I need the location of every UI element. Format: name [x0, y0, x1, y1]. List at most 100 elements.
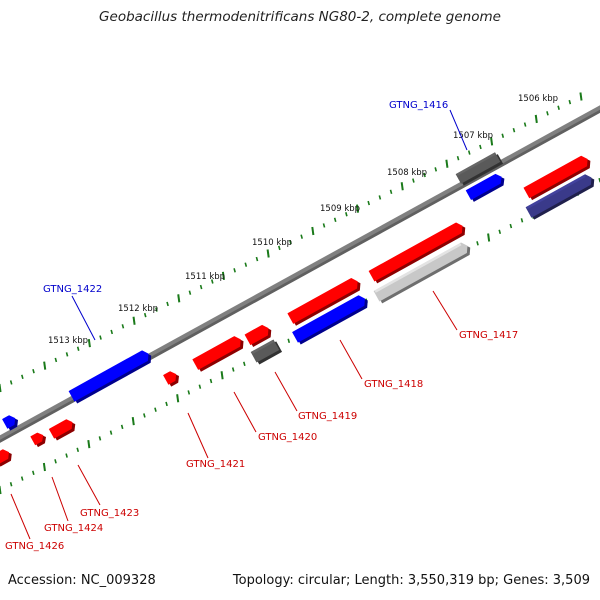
- ruler-tick-upper: [412, 178, 415, 183]
- gene-block-gtng-1422: [68, 350, 152, 404]
- gene-leader-line: [233, 391, 257, 433]
- ruler-tick-lower: [109, 430, 113, 435]
- ruler-tick-upper: [121, 324, 125, 329]
- ruler-tick-upper: [512, 127, 516, 133]
- ruler-tick-upper: [155, 307, 158, 312]
- ruler-tick-upper: [311, 226, 315, 236]
- ruler-tick-upper: [87, 339, 91, 348]
- map-title: Geobacillus thermodenitrificans NG80-2, …: [99, 9, 501, 25]
- accession-text: Accession: NC_009328: [8, 573, 156, 588]
- gene-block-gtng-1416: [465, 173, 505, 202]
- ruler-tick-upper: [400, 182, 404, 191]
- ruler-tick-upper: [546, 111, 549, 116]
- gene-label: GTNG_1426: [5, 541, 64, 552]
- gene-block-gtng-1426: [0, 449, 12, 467]
- gene-leader-line: [10, 493, 31, 540]
- ruler-tick-upper: [110, 329, 114, 335]
- ruler-tick-lower: [220, 371, 224, 380]
- ruler-tick-upper: [177, 294, 181, 303]
- gene-block-gtng-1419: [244, 324, 272, 347]
- ruler-tick-lower: [509, 223, 513, 229]
- ruler-tick-upper: [534, 114, 538, 124]
- ruler-tick-lower: [76, 447, 80, 453]
- gene-leader-line: [51, 476, 69, 522]
- ruler-tick-upper: [244, 262, 248, 267]
- ruler-tick-upper: [143, 312, 147, 318]
- ruler-tick-upper: [322, 223, 326, 228]
- ruler-tick-upper: [579, 92, 583, 101]
- ruler-tick-upper: [76, 346, 80, 351]
- ruler-tick-upper: [266, 249, 270, 258]
- ruler-tick-upper: [233, 268, 236, 273]
- ruler-tick-lower: [87, 439, 91, 449]
- ruler-label: 1513 kbp: [48, 336, 88, 346]
- ruler-tick-lower: [187, 390, 191, 395]
- gene-block-gtng-1424: [30, 432, 47, 448]
- gene-label: GTNG_1421: [186, 459, 245, 470]
- ruler-tick-upper: [9, 380, 13, 385]
- ruler-tick-lower: [198, 384, 202, 389]
- gene-leader-line: [274, 371, 298, 412]
- ruler-tick-upper: [423, 172, 426, 178]
- ruler-tick-lower: [287, 338, 291, 344]
- ruler-tick-upper: [221, 271, 225, 281]
- ruler-tick-lower: [487, 233, 491, 242]
- ruler-tick-upper: [568, 99, 572, 105]
- ruler-tick-lower: [32, 470, 35, 475]
- ruler-tick-upper: [99, 335, 102, 340]
- ruler-tick-upper: [289, 240, 292, 245]
- ruler-tick-lower: [154, 407, 157, 412]
- gene-block-gtng-1420: [192, 336, 244, 372]
- genome-summary-text: Topology: circular; Length: 3,550,319 bp…: [232, 573, 590, 588]
- ruler-tick-upper: [21, 374, 24, 379]
- gene-block-left-blue: [2, 415, 19, 431]
- gene-label: GTNG_1422: [43, 284, 102, 295]
- gene-block-upper-right: [523, 155, 591, 201]
- ruler-tick-lower: [243, 361, 246, 366]
- ruler-tick-upper: [356, 204, 360, 213]
- ruler-tick-upper: [278, 245, 281, 251]
- ruler-label: 1507 kbp: [453, 131, 493, 141]
- gene-leader-line: [77, 464, 101, 506]
- ruler-tick-lower: [209, 378, 213, 384]
- gene-label: GTNG_1418: [364, 379, 423, 390]
- gene-label: GTNG_1424: [44, 523, 103, 534]
- ruler-tick-upper: [32, 368, 35, 374]
- ruler-tick-lower: [20, 476, 24, 481]
- ruler-tick-upper: [0, 383, 2, 393]
- ruler-tick-lower: [498, 229, 502, 235]
- ruler-tick-upper: [255, 256, 259, 262]
- gene-leader-line: [71, 295, 96, 341]
- ruler-tick-upper: [43, 361, 47, 370]
- ruler-label: 1509 kbp: [320, 204, 360, 214]
- ruler-tick-lower: [54, 459, 57, 464]
- ruler-tick-upper: [501, 133, 505, 138]
- ruler-tick-lower: [98, 436, 102, 441]
- ruler-tick-upper: [445, 159, 449, 168]
- ruler-label: 1508 kbp: [387, 168, 427, 178]
- gene-leader-line: [187, 412, 209, 459]
- ruler-tick-upper: [65, 352, 69, 357]
- ruler-label: 1512 kbp: [118, 304, 158, 314]
- gene-block-gtng-1423: [48, 419, 76, 441]
- gene-leader-line: [449, 109, 468, 151]
- gene-label: GTNG_1416: [389, 100, 448, 111]
- ruler-tick-lower: [65, 453, 68, 458]
- gene-block-gtng-1416-grey: [455, 152, 504, 186]
- gene-block-gtng-1421: [163, 371, 180, 387]
- ruler-tick-lower: [42, 462, 46, 472]
- ruler-tick-upper: [523, 122, 527, 127]
- gene-label: GTNG_1419: [298, 411, 357, 422]
- gene-label: GTNG_1423: [80, 508, 139, 519]
- ruler-label: 1506 kbp: [518, 94, 558, 104]
- ruler-tick-upper: [188, 290, 192, 295]
- ruler-tick-lower: [176, 394, 180, 403]
- ruler-tick-upper: [333, 217, 337, 223]
- ruler-tick-upper: [132, 316, 136, 325]
- ruler-tick-lower: [9, 482, 13, 487]
- ruler-label: 1510 kbp: [252, 238, 292, 248]
- ruler-tick-upper: [367, 200, 371, 206]
- gene-block-gtng-1417-light: [373, 242, 471, 304]
- ruler-tick-upper: [300, 234, 303, 239]
